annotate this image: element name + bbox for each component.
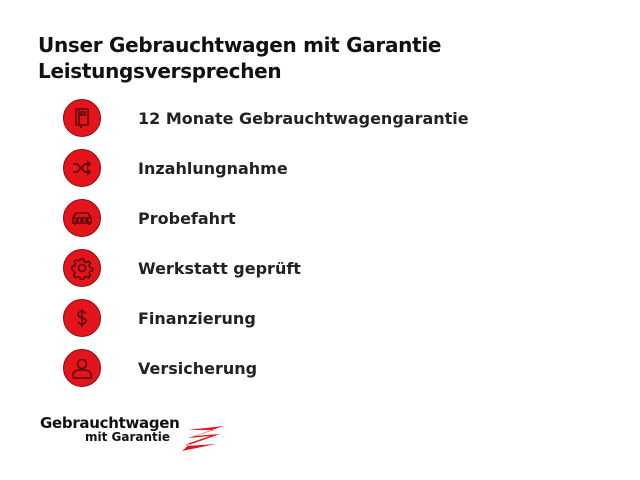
title-line-2: Leistungsversprechen <box>38 59 282 83</box>
list-item-insurance: Versicherung <box>63 348 257 388</box>
booklet-icon <box>63 99 101 137</box>
list-item-warranty: 12 Monate Gebrauchtwagengarantie <box>63 98 469 138</box>
car-icon <box>63 199 101 237</box>
item-label: Inzahlungnahme <box>138 158 288 178</box>
shuffle-icon <box>63 149 101 187</box>
gebrauchtwagen-logo: Gebrauchtwagen mit Garantie <box>40 414 224 451</box>
list-item-trade-in: Inzahlungnahme <box>63 148 288 188</box>
dollar-icon <box>63 299 101 337</box>
item-label: Finanzierung <box>138 308 256 328</box>
item-label: Werkstatt geprüft <box>138 258 301 278</box>
red-swoosh-icon <box>182 426 224 451</box>
item-label: Versicherung <box>138 358 258 378</box>
gear-icon <box>63 249 101 287</box>
page-title: Unser Gebrauchtwagen mit Garantie Leistu… <box>38 32 441 84</box>
list-item-workshop: Werkstatt geprüft <box>63 248 301 288</box>
item-label: Probefahrt <box>138 208 236 228</box>
item-label: 12 Monate Gebrauchtwagengarantie <box>138 108 469 128</box>
title-line-1: Unser Gebrauchtwagen mit Garantie <box>38 33 442 57</box>
person-icon <box>63 349 101 387</box>
logo-line-1: Gebrauchtwagen <box>40 414 180 432</box>
logo-line-2: mit Garantie <box>85 430 171 444</box>
list-item-test-drive: Probefahrt <box>63 198 236 238</box>
list-item-financing: Finanzierung <box>63 298 256 338</box>
